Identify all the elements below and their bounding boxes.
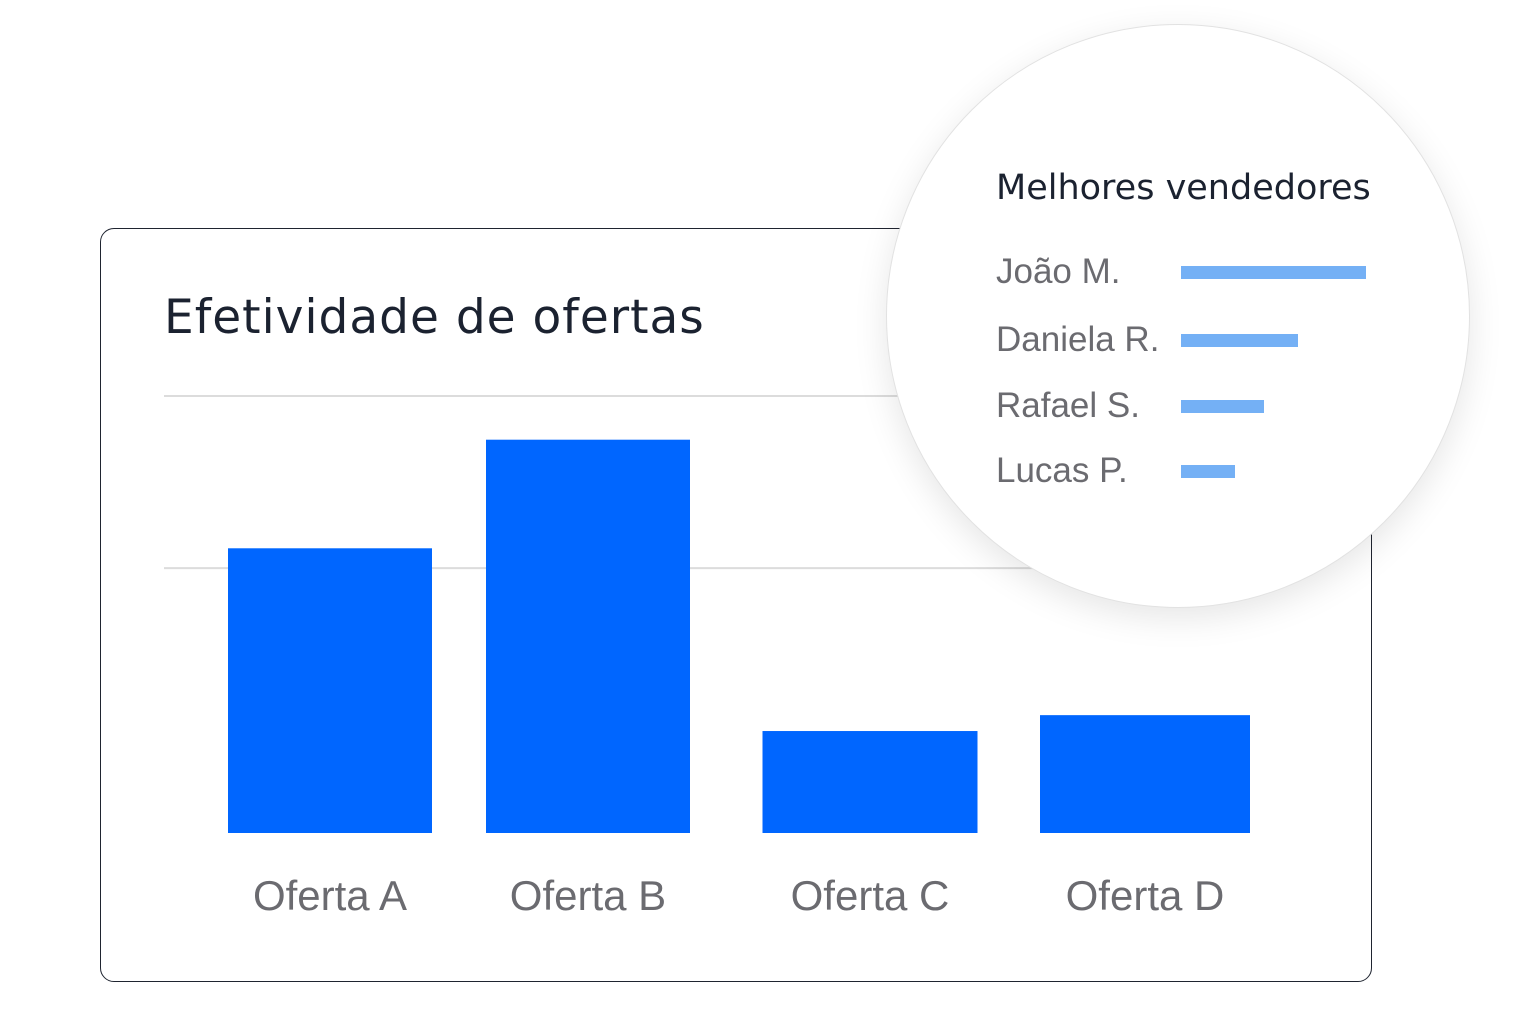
x-tick-label: Oferta A	[253, 872, 407, 919]
bar	[762, 731, 978, 833]
seller-bar	[1181, 465, 1235, 478]
seller-name: Daniela R.	[996, 320, 1160, 359]
seller-row: João M.	[996, 250, 1396, 294]
seller-bar	[1181, 334, 1298, 347]
seller-row: Daniela R.	[996, 318, 1396, 362]
seller-name: Lucas P.	[996, 451, 1128, 490]
seller-name: João M.	[996, 252, 1121, 291]
bar	[228, 548, 432, 833]
card-title: Efetividade de ofertas	[164, 290, 705, 345]
seller-bar	[1181, 400, 1265, 413]
top-sellers-title: Melhores vendedores	[996, 168, 1371, 208]
x-tick-label: Oferta D	[1066, 872, 1225, 919]
bar	[1040, 715, 1250, 833]
top-sellers-popout	[886, 24, 1470, 608]
x-tick-label: Oferta B	[510, 872, 666, 919]
x-tick-label: Oferta C	[791, 872, 950, 919]
seller-row: Lucas P.	[996, 449, 1396, 493]
seller-name: Rafael S.	[996, 386, 1140, 425]
seller-row: Rafael S.	[996, 384, 1396, 428]
bar	[486, 439, 690, 833]
seller-bar	[1181, 266, 1366, 279]
